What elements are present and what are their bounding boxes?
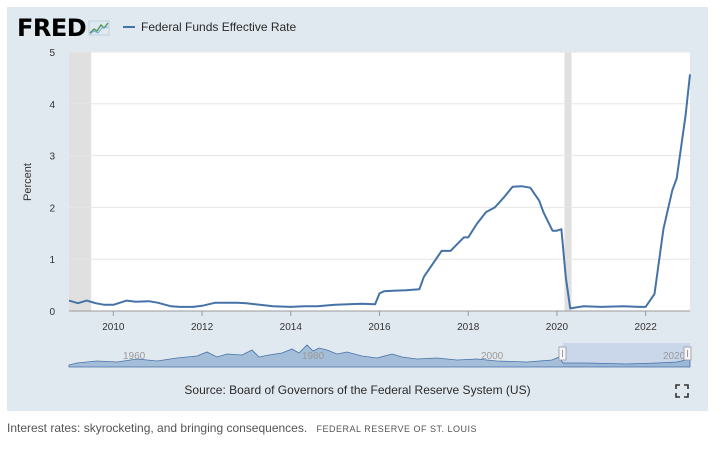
navigator-label-2000: 2000 xyxy=(481,351,504,362)
caption-credit: FEDERAL RESERVE OF ST. LOUIS xyxy=(316,424,478,434)
plot-background xyxy=(69,52,690,311)
y-tick-label-3: 3 xyxy=(49,152,55,163)
x-tick-label-2018: 2018 xyxy=(457,322,480,333)
chart-container: FRED Federal Funds Effective Rate 0 1 2 3 4 5… xyxy=(7,7,708,411)
y-tick-label-1: 1 xyxy=(49,255,55,266)
navigator-label-1980: 1980 xyxy=(302,351,325,362)
y-tick-label-0: 0 xyxy=(49,307,55,318)
recession-band-1 xyxy=(564,52,572,311)
y-tick-label-4: 4 xyxy=(49,100,55,111)
x-tick-label-2020: 2020 xyxy=(546,322,569,333)
y-tick-label-2: 2 xyxy=(49,203,55,214)
navigator-label-2020: 2020 xyxy=(663,351,686,362)
fullscreen-icon[interactable] xyxy=(675,384,689,398)
source-note: Source: Board of Governors of the Federa… xyxy=(184,383,531,397)
recession-band-0 xyxy=(69,52,92,311)
fred-logo-text: FRED xyxy=(17,14,87,42)
caption-text: Interest rates: skyrocketing, and bringi… xyxy=(7,421,308,435)
x-tick-label-2014: 2014 xyxy=(280,322,303,333)
time-navigator[interactable]: 1960 1980 2000 2020 xyxy=(68,343,692,368)
legend-swatch xyxy=(123,26,135,28)
x-tick-label-2012: 2012 xyxy=(191,322,214,333)
figure-caption: Interest rates: skyrocketing, and bringi… xyxy=(7,421,477,435)
chart-svg: 0 1 2 3 4 5 2010 2012 2014 2016 2018 2020 2022 Perc… xyxy=(22,48,692,368)
x-tick-label-2010: 2010 xyxy=(102,322,125,333)
y-tick-label-5: 5 xyxy=(49,48,55,59)
legend-item[interactable]: Federal Funds Effective Rate xyxy=(123,17,296,37)
navigator-label-1960: 1960 xyxy=(123,351,146,362)
x-tick-label-2022: 2022 xyxy=(635,322,658,333)
navigator-area xyxy=(68,344,691,368)
legend-label: Federal Funds Effective Rate xyxy=(141,20,297,34)
y-axis-label: Percent xyxy=(22,163,34,201)
sparkline-logo-icon xyxy=(88,20,110,36)
x-tick-label-2016: 2016 xyxy=(368,322,391,333)
fred-logo[interactable]: FRED xyxy=(17,13,110,43)
series-line-fedfunds[interactable] xyxy=(68,74,691,310)
